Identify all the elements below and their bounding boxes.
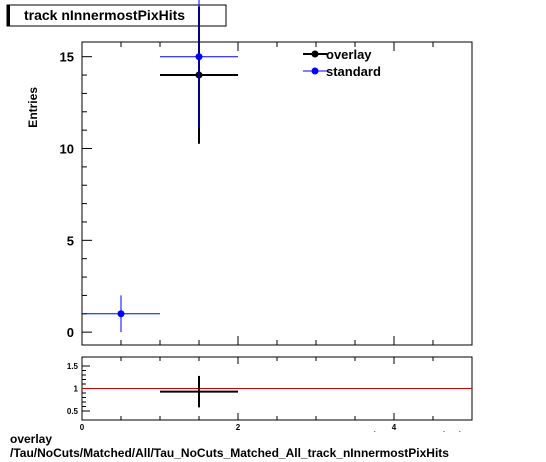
footer-line-1: overlay <box>10 432 53 446</box>
chart-title: track nInnermostPixHits <box>24 7 185 23</box>
ratio-marks <box>82 375 472 408</box>
ratio-x-tick-label: 0 <box>80 423 85 432</box>
title-box: track nInnermostPixHits <box>6 4 227 27</box>
legend-entry-overlay: overlay <box>303 47 372 62</box>
ratio-y-tick-label: 1.5 <box>67 362 79 371</box>
legend-label-overlay: overlay <box>326 47 372 62</box>
main-axes: 0 5 10 15 <box>60 42 473 345</box>
y-tick-label: 10 <box>60 142 74 157</box>
legend-label-standard: standard <box>326 64 381 79</box>
main-plot-frame <box>81 41 473 346</box>
ratio-x-tick-label: 4 <box>392 423 397 432</box>
y-tick-label: 0 <box>67 325 74 340</box>
legend: overlay standard <box>303 47 381 79</box>
main-marks <box>82 0 238 333</box>
legend-entry-standard: standard <box>303 64 381 79</box>
ratio-y-tick-label: 0.5 <box>67 407 79 416</box>
ratio-x-tick-label: 2 <box>236 423 241 432</box>
series-standard-point <box>117 310 125 318</box>
y-axis-label: Entries <box>26 87 40 128</box>
y-tick-label: 15 <box>60 50 74 65</box>
footer-line-2: /Tau/NoCuts/Matched/All/Tau_NoCuts_Match… <box>10 446 449 460</box>
y-tick-label: 5 <box>67 233 74 248</box>
x-axis-label: track nInnermostPixHits <box>355 431 470 442</box>
series-standard-point <box>195 53 203 61</box>
ratio-y-tick-label: 1 <box>74 385 79 394</box>
